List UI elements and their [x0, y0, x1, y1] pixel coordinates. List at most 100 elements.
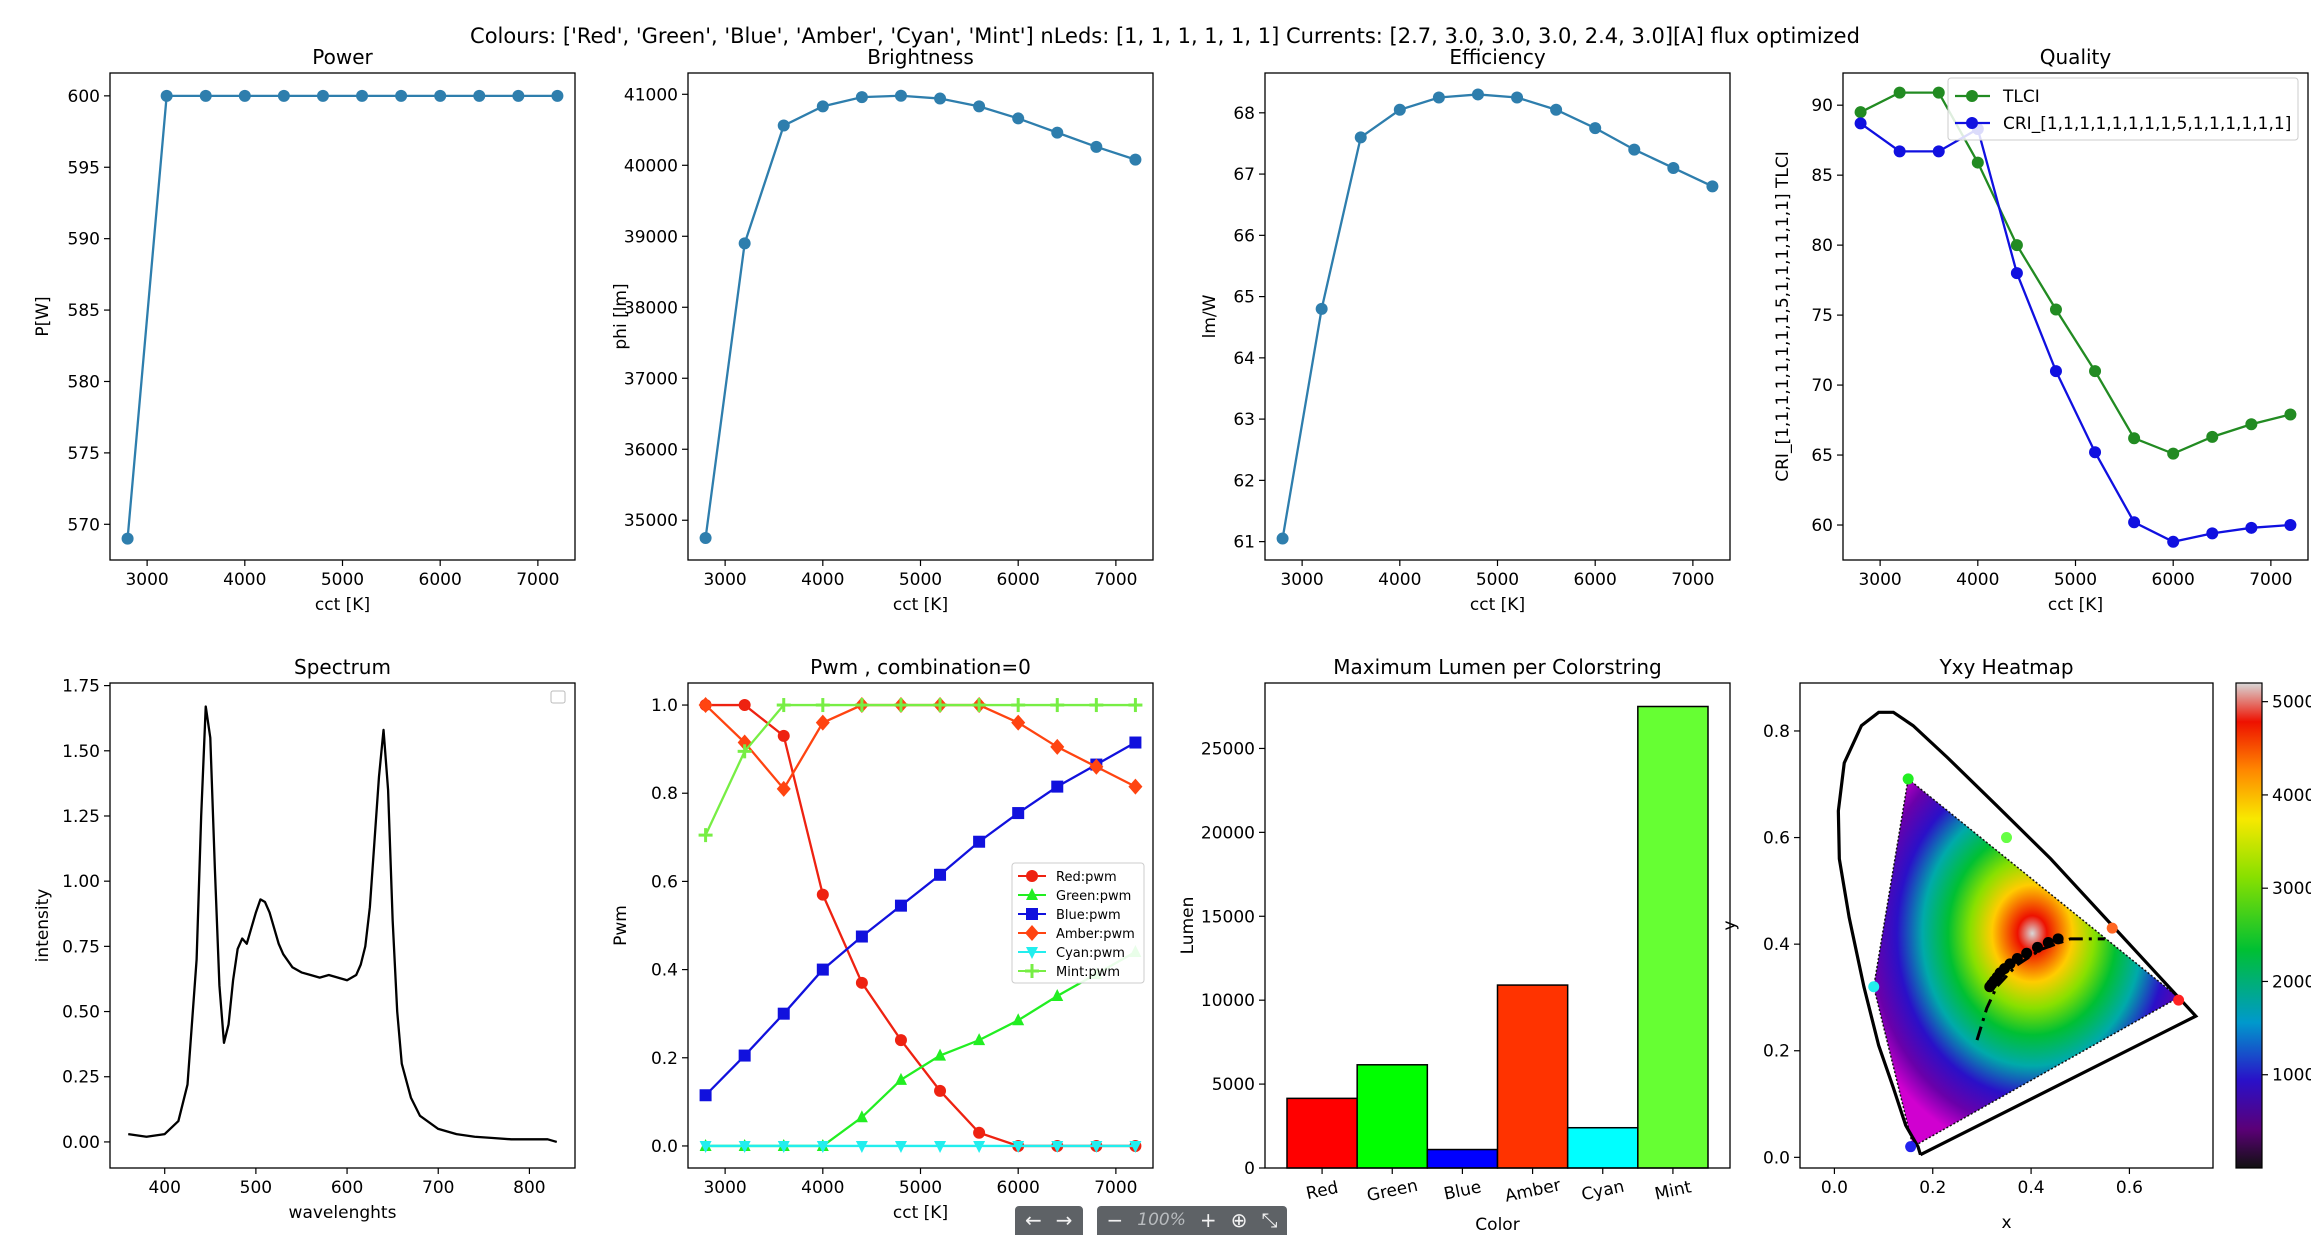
y-tick-label: 65: [1811, 446, 1833, 466]
data-point: [2284, 408, 2297, 421]
data-point: [699, 1140, 712, 1153]
data-point: [855, 1140, 868, 1153]
data-point: [973, 1140, 986, 1153]
legend-label: Cyan:pwm: [1056, 946, 1125, 961]
zoom-in-button[interactable]: +: [1199, 1208, 1217, 1232]
collapse-icon[interactable]: ⤡: [1261, 1208, 1278, 1232]
series-line-3: [704, 703, 1136, 791]
data-point: [1128, 698, 1143, 713]
legend: Red:pwm Green:pwm Blue:pwm Amber:pwm Cyan:pw…: [1011, 862, 1145, 984]
y-tick-label: 90: [1811, 96, 1833, 116]
axes-frame: [1264, 72, 1731, 561]
data-point: [2167, 447, 2180, 460]
x-tick-label: 400: [148, 1178, 180, 1198]
y-tick-label: 25000: [1201, 739, 1255, 759]
bar-amber: [1496, 984, 1569, 1169]
y-tick-label: 575: [68, 444, 100, 464]
y-tick-label: 0.50: [62, 1003, 100, 1023]
data-point: [160, 89, 173, 102]
data-point: [933, 698, 948, 713]
y-axis-label: phi [lm]: [611, 283, 631, 349]
series-line-0: [1860, 91, 2291, 455]
primary-blue: [1905, 1141, 1917, 1153]
subplot-brightness: Brightness 3000 4000 5000 6000 7000 35000 36000…: [611, 45, 1154, 615]
y-tick-label: 600: [68, 87, 100, 107]
y-tick-label: 585: [68, 301, 100, 321]
x-axis-label: cct [K]: [893, 595, 948, 615]
x-tick-label: 3000: [125, 570, 168, 590]
data-point: [894, 89, 907, 102]
data-point: [1932, 86, 1945, 99]
primary-cyan: [1868, 981, 1880, 993]
x-axis-label: cct [K]: [893, 1203, 948, 1223]
primary-amber: [2106, 922, 2118, 934]
colorbar-tick-label: 1000: [2272, 1066, 2311, 1086]
data-point: [1051, 126, 1064, 139]
x-tick-label: 7000: [1094, 1178, 1137, 1198]
x-tick-label: 6000: [1574, 570, 1617, 590]
zoom-out-button[interactable]: −: [1106, 1208, 1124, 1232]
data-point: [738, 1140, 751, 1153]
y-tick-label: 595: [68, 158, 100, 178]
data-point: [1276, 532, 1289, 545]
spectral-locus: [1836, 710, 2199, 1157]
data-point: [1090, 140, 1103, 153]
colorbar: [2235, 682, 2263, 1169]
y-tick-label: 1.50: [62, 742, 100, 762]
data-point: [737, 744, 752, 759]
data-point: [815, 698, 830, 713]
subplot-title: Power: [312, 45, 373, 69]
data-point: [1550, 103, 1563, 116]
data-point: [777, 1007, 790, 1020]
y-tick-label: 590: [68, 230, 100, 250]
data-point: [816, 100, 829, 113]
legend-label: TLCI: [2002, 87, 2040, 107]
subplot-title: Yxy Heatmap: [1938, 655, 2073, 679]
y-axis-label: Pwm: [611, 905, 631, 946]
data-point: [776, 780, 791, 797]
x-tick-label: 6000: [997, 570, 1040, 590]
data-point: [1012, 807, 1025, 820]
x-tick-label: 6000: [2152, 570, 2195, 590]
forward-arrow-button[interactable]: →: [1055, 1208, 1073, 1232]
cct-point: [2052, 933, 2064, 945]
y-axis-label: P[W]: [33, 296, 53, 336]
data-point: [934, 1084, 947, 1097]
subplot-title: Maximum Lumen per Colorstring: [1333, 655, 1661, 679]
data-point: [777, 1140, 790, 1153]
y-tick-label: 70: [1811, 376, 1833, 396]
data-point: [1026, 870, 1038, 882]
data-point: [777, 119, 790, 132]
cct-point: [2021, 947, 2033, 959]
data-point: [973, 100, 986, 113]
x-tick-label: 700: [422, 1178, 454, 1198]
y-tick-label: 0.00: [62, 1133, 100, 1153]
x-tick-label: 4000: [801, 1178, 844, 1198]
data-point: [2049, 303, 2062, 316]
data-point: [1012, 1013, 1025, 1026]
y-tick-label: 0.0: [1763, 1148, 1790, 1168]
back-arrow-button[interactable]: ←: [1025, 1208, 1042, 1232]
category-label: Cyan: [1580, 1177, 1626, 1206]
x-tick-label: 800: [513, 1178, 545, 1198]
y-tick-label: 15000: [1201, 907, 1255, 927]
data-point: [934, 1140, 947, 1153]
legend-label: Green:pwm: [1056, 889, 1131, 904]
data-point: [2245, 521, 2258, 534]
x-tick-label: 3000: [1280, 570, 1323, 590]
data-point: [1129, 1140, 1142, 1153]
data-point: [1854, 106, 1867, 119]
y-axis-label: lm/W: [1200, 294, 1220, 338]
y-tick-label: 39000: [624, 227, 678, 247]
data-point: [855, 930, 868, 943]
data-point: [738, 699, 751, 712]
subplot-spectrum: Spectrum 400 500 600 700 800 0.00 0.25 0.50 0.75 1…: [33, 655, 576, 1223]
data-point: [1051, 989, 1064, 1002]
x-tick-label: 0.0: [1821, 1178, 1848, 1198]
category-label: Red: [1304, 1178, 1340, 1204]
bar-cyan: [1566, 1126, 1639, 1169]
data-point: [1706, 180, 1719, 193]
data-point: [1393, 103, 1406, 116]
x-tick-label: 4000: [1378, 570, 1421, 590]
download-icon[interactable]: ⊕: [1230, 1208, 1248, 1232]
